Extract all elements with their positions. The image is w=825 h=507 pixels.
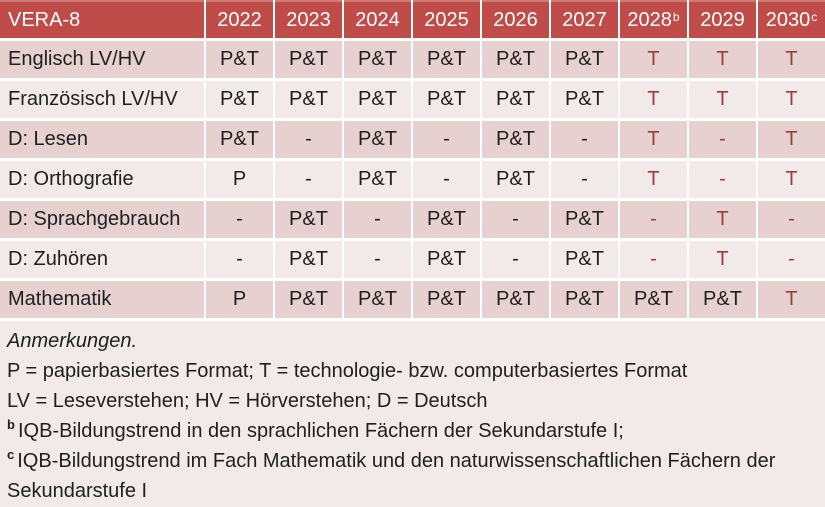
value-cell: P&T <box>482 121 549 158</box>
value-cell: P&T <box>275 81 342 118</box>
value-cell: P&T <box>413 281 480 318</box>
value-cell: T <box>758 41 825 78</box>
value-cell: P&T <box>551 201 618 238</box>
value-cell: P&T <box>275 281 342 318</box>
vera8-schedule-table: VERA-8 2022 2023 2024 2025 2026 2027 2028 b 2029 2… <box>0 0 825 318</box>
value-cell: T <box>758 161 825 198</box>
note-line: LV = Leseverstehen; HV = Hörverstehen; D… <box>7 390 488 412</box>
note-line: c IQB-Bildungstrend im Fach Mathematik un… <box>7 447 776 502</box>
value-cell: - <box>482 201 549 238</box>
value-cell: P&T <box>413 81 480 118</box>
row-label: D: Lesen <box>0 121 204 158</box>
value-cell: P&T <box>551 281 618 318</box>
value-cell: P&T <box>413 41 480 78</box>
value-cell: P <box>206 161 273 198</box>
value-cell: P&T <box>206 121 273 158</box>
row-label: Französisch LV/HV <box>0 81 204 118</box>
value-cell: P&T <box>551 241 618 278</box>
value-cell: P&T <box>275 201 342 238</box>
value-cell: - <box>206 241 273 278</box>
notes-lines: P = papierbasiertes Format; T = technolo… <box>7 356 817 506</box>
value-cell: - <box>689 161 756 198</box>
value-cell: T <box>620 161 687 198</box>
value-cell: T <box>758 81 825 118</box>
row-label: D: Zuhören <box>0 241 204 278</box>
value-cell: T <box>758 281 825 318</box>
header-cell-year-2030: 2030 c <box>758 0 825 38</box>
value-cell: T <box>689 241 756 278</box>
value-cell: - <box>758 201 825 238</box>
row-label: Mathematik <box>0 281 204 318</box>
value-cell: P&T <box>344 161 411 198</box>
value-cell: P&T <box>344 121 411 158</box>
header-cell-year-2025: 2025 <box>413 0 480 38</box>
value-cell: - <box>620 241 687 278</box>
value-cell: T <box>620 121 687 158</box>
row-label: D: Sprachgebrauch <box>0 201 204 238</box>
value-cell: - <box>413 161 480 198</box>
value-cell: P&T <box>482 81 549 118</box>
header-cell-year-2023: 2023 <box>275 0 342 38</box>
value-cell: - <box>275 121 342 158</box>
note-footnote-marker: b <box>7 417 15 433</box>
value-cell: - <box>344 241 411 278</box>
value-cell: - <box>482 241 549 278</box>
value-cell: - <box>620 201 687 238</box>
value-cell: - <box>758 241 825 278</box>
header-cell-year-2022: 2022 <box>206 0 273 38</box>
notes-title: Anmerkungen. <box>7 330 138 352</box>
value-cell: P&T <box>413 241 480 278</box>
note-line: b IQB-Bildungstrend in den sprachlichen F… <box>7 417 624 442</box>
header-cell-year-2026: 2026 <box>482 0 549 38</box>
value-cell: P&T <box>482 281 549 318</box>
value-cell: P&T <box>206 81 273 118</box>
value-cell: P&T <box>482 161 549 198</box>
value-cell: - <box>413 121 480 158</box>
value-cell: P&T <box>206 41 273 78</box>
header-cell-year-2024: 2024 <box>344 0 411 38</box>
header-cell-year-2027: 2027 <box>551 0 618 38</box>
value-cell: P&T <box>344 81 411 118</box>
value-cell: P&T <box>344 41 411 78</box>
value-cell: P&T <box>551 81 618 118</box>
row-label: D: Orthografie <box>0 161 204 198</box>
value-cell: - <box>206 201 273 238</box>
value-cell: P&T <box>275 241 342 278</box>
value-cell: P&T <box>551 41 618 78</box>
value-cell: - <box>551 161 618 198</box>
header-cell-year-2028: 2028 b <box>620 0 687 38</box>
table-notes: Anmerkungen. P = papierbasiertes Format;… <box>0 321 825 507</box>
row-label: Englisch LV/HV <box>0 41 204 78</box>
value-cell: T <box>689 41 756 78</box>
header-cell-year-2029: 2029 <box>689 0 756 38</box>
table-title-cell: VERA-8 <box>0 0 204 38</box>
value-cell: T <box>758 121 825 158</box>
value-cell: P <box>206 281 273 318</box>
value-cell: P&T <box>275 41 342 78</box>
value-cell: P&T <box>413 201 480 238</box>
value-cell: T <box>689 81 756 118</box>
value-cell: P&T <box>482 41 549 78</box>
value-cell: - <box>689 121 756 158</box>
note-line: P = papierbasiertes Format; T = technolo… <box>7 360 688 382</box>
value-cell: - <box>275 161 342 198</box>
value-cell: P&T <box>344 281 411 318</box>
value-cell: P&T <box>620 281 687 318</box>
value-cell: - <box>344 201 411 238</box>
value-cell: - <box>551 121 618 158</box>
note-footnote-marker: c <box>7 447 15 463</box>
value-cell: P&T <box>689 281 756 318</box>
value-cell: T <box>689 201 756 238</box>
value-cell: T <box>620 41 687 78</box>
value-cell: T <box>620 81 687 118</box>
